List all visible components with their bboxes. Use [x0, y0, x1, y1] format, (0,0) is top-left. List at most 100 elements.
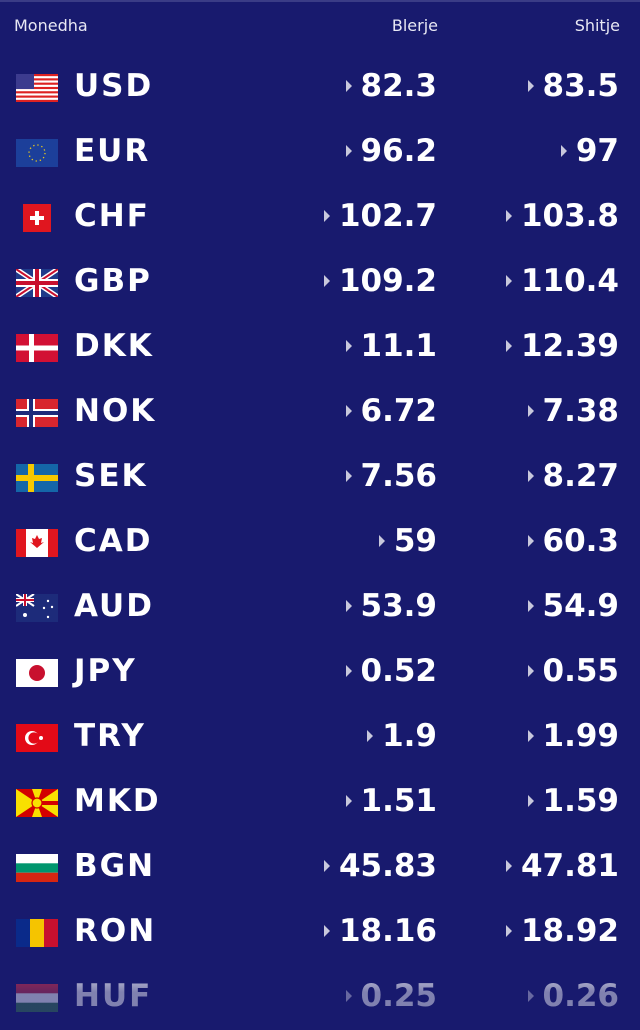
buy-rate: 53.9	[345, 588, 438, 624]
rate-row-jpy: JPY 0.52 0.55	[0, 640, 640, 705]
caret-right-icon	[378, 535, 385, 547]
currency-code: GBP	[74, 263, 152, 299]
buy-rate: 6.72	[345, 393, 437, 429]
sell-value: 47.81	[520, 848, 619, 884]
currency-code: TRY	[74, 718, 146, 754]
buy-value: 1.9	[382, 718, 437, 754]
buy-rate: 18.16	[323, 913, 437, 949]
sell-rate: 0.55	[527, 653, 620, 689]
gb-flag-icon	[16, 269, 58, 297]
caret-right-icon	[345, 145, 352, 157]
buy-rate: 96.2	[345, 133, 438, 169]
caret-right-icon	[367, 730, 374, 742]
rate-row-try: TRY 1.9 1.99	[0, 705, 640, 770]
buy-value: 102.7	[338, 198, 437, 234]
caret-right-icon	[527, 795, 534, 807]
caret-right-icon	[527, 730, 534, 742]
top-divider	[0, 0, 640, 2]
buy-rate: 82.3	[345, 68, 438, 104]
caret-right-icon	[527, 600, 534, 612]
caret-right-icon	[345, 405, 352, 417]
sell-value: 0.55	[542, 653, 620, 689]
buy-value: 18.16	[338, 913, 437, 949]
sell-rate: 12.39	[505, 328, 619, 364]
caret-right-icon	[345, 80, 352, 92]
caret-right-icon	[345, 665, 352, 677]
currency-code: AUD	[74, 588, 154, 624]
sell-value: 54.9	[542, 588, 620, 624]
buy-rate: 11.1	[345, 328, 438, 364]
dk-flag-icon	[16, 334, 58, 362]
se-flag-icon	[16, 464, 58, 492]
rate-row-bgn: BGN 45.83 47.81	[0, 835, 640, 900]
rate-row-dkk: DKK 11.1 12.39	[0, 315, 640, 380]
ch-flag-icon	[16, 204, 58, 232]
caret-right-icon	[527, 405, 534, 417]
tr-flag-icon	[16, 724, 58, 752]
caret-right-icon	[527, 80, 534, 92]
caret-right-icon	[527, 990, 534, 1002]
caret-right-icon	[323, 860, 330, 872]
buy-value: 1.51	[360, 783, 438, 819]
buy-value: 53.9	[360, 588, 438, 624]
currency-code: DKK	[74, 328, 154, 364]
buy-value: 82.3	[360, 68, 438, 104]
buy-rate: 102.7	[323, 198, 437, 234]
buy-value: 59	[393, 523, 437, 559]
sell-rate: 103.8	[505, 198, 619, 234]
rate-row-mkd: MKD 1.51 1.59	[0, 770, 640, 835]
sell-rate: 7.38	[527, 393, 620, 429]
currency-code: USD	[74, 68, 154, 104]
caret-right-icon	[527, 535, 534, 547]
buy-rate: 0.25	[345, 978, 437, 1014]
caret-right-icon	[505, 210, 512, 222]
buy-value: 11.1	[360, 328, 438, 364]
caret-right-icon	[345, 600, 352, 612]
sell-value: 8.27	[542, 458, 620, 494]
rate-row-huf: HUF 0.25 0.26	[0, 965, 640, 1030]
caret-right-icon	[505, 925, 512, 937]
au-flag-icon	[16, 594, 58, 622]
ro-flag-icon	[16, 919, 58, 947]
caret-right-icon	[323, 210, 330, 222]
sell-value: 18.92	[520, 913, 619, 949]
us-flag-icon	[16, 74, 58, 102]
ca-flag-icon	[16, 529, 58, 557]
caret-right-icon	[505, 275, 512, 287]
currency-code: BGN	[74, 848, 156, 884]
buy-value: 96.2	[360, 133, 438, 169]
buy-rate: 7.56	[345, 458, 438, 494]
sell-value: 7.38	[542, 393, 620, 429]
rate-row-gbp: GBP 109.2 110.4	[0, 250, 640, 315]
sell-value: 110.4	[520, 263, 619, 299]
sell-rate: 8.27	[527, 458, 620, 494]
buy-value: 109.2	[338, 263, 437, 299]
sell-rate: 60.3	[527, 523, 619, 559]
currency-code: HUF	[74, 978, 153, 1014]
rate-row-chf: CHF 102.7 103.8	[0, 185, 640, 250]
buy-value: 7.56	[360, 458, 438, 494]
currency-code: RON	[74, 913, 157, 949]
currency-code: JPY	[74, 653, 137, 689]
sell-rate: 0.26	[527, 978, 620, 1014]
rate-row-ron: RON 18.16 18.92	[0, 900, 640, 965]
sell-rate: 1.59	[527, 783, 620, 819]
sell-value: 1.59	[542, 783, 620, 819]
caret-right-icon	[323, 925, 330, 937]
header-sell: Shitje	[574, 16, 620, 35]
buy-rate: 1.51	[345, 783, 438, 819]
sell-value: 97	[575, 133, 619, 169]
caret-right-icon	[345, 990, 352, 1002]
caret-right-icon	[345, 340, 352, 352]
mk-flag-icon	[16, 789, 58, 817]
header-buy: Blerje	[391, 16, 438, 35]
sell-rate: 47.81	[505, 848, 619, 884]
buy-rate: 45.83	[323, 848, 437, 884]
currency-code: NOK	[74, 393, 157, 429]
currency-code: MKD	[74, 783, 161, 819]
sell-value: 1.99	[542, 718, 620, 754]
sell-value: 0.26	[542, 978, 620, 1014]
header-currency: Monedha	[14, 16, 88, 35]
caret-right-icon	[323, 275, 330, 287]
buy-value: 0.52	[360, 653, 438, 689]
